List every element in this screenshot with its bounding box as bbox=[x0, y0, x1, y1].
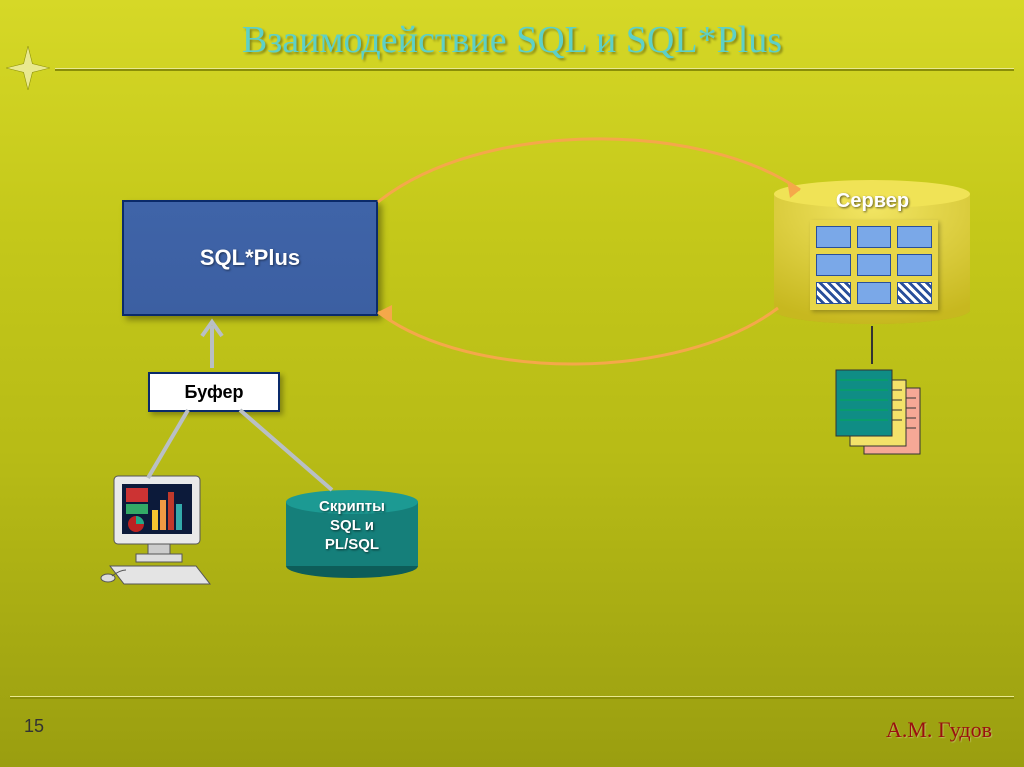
divider-bottom bbox=[10, 696, 1014, 699]
table-cell bbox=[816, 254, 851, 276]
table-cell bbox=[857, 226, 892, 248]
table-cell bbox=[897, 254, 932, 276]
computer-icon bbox=[100, 470, 220, 590]
divider-top bbox=[55, 68, 1014, 71]
table-cell-index bbox=[897, 282, 932, 304]
scripts-line3: PL/SQL bbox=[325, 536, 379, 553]
buffer-label: Буфер bbox=[185, 382, 244, 403]
table-cell bbox=[897, 226, 932, 248]
page-number: 15 bbox=[24, 716, 44, 737]
scripts-line1: Скрипты bbox=[319, 498, 385, 515]
server-tables-icon bbox=[810, 220, 938, 310]
star-icon bbox=[6, 46, 50, 90]
sqlplus-box: SQL*Plus bbox=[122, 200, 378, 316]
slide: Взаимодействие SQL и SQL*Plus SQL*Plus Б… bbox=[0, 0, 1024, 767]
slide-title: Взаимодействие SQL и SQL*Plus bbox=[0, 18, 1024, 62]
server-label: Сервер bbox=[770, 190, 975, 213]
buffer-box: Буфер bbox=[148, 372, 280, 412]
scripts-line2: SQL и bbox=[330, 517, 374, 534]
scripts-label: Скрипты SQL и PL/SQL bbox=[282, 498, 422, 554]
table-cell bbox=[857, 254, 892, 276]
output-documents-icon bbox=[826, 362, 936, 472]
table-cell bbox=[816, 226, 851, 248]
table-cell-index bbox=[816, 282, 851, 304]
table-cell bbox=[857, 282, 892, 304]
author-name: А.М. Гудов bbox=[886, 717, 992, 743]
sqlplus-label: SQL*Plus bbox=[200, 245, 300, 271]
